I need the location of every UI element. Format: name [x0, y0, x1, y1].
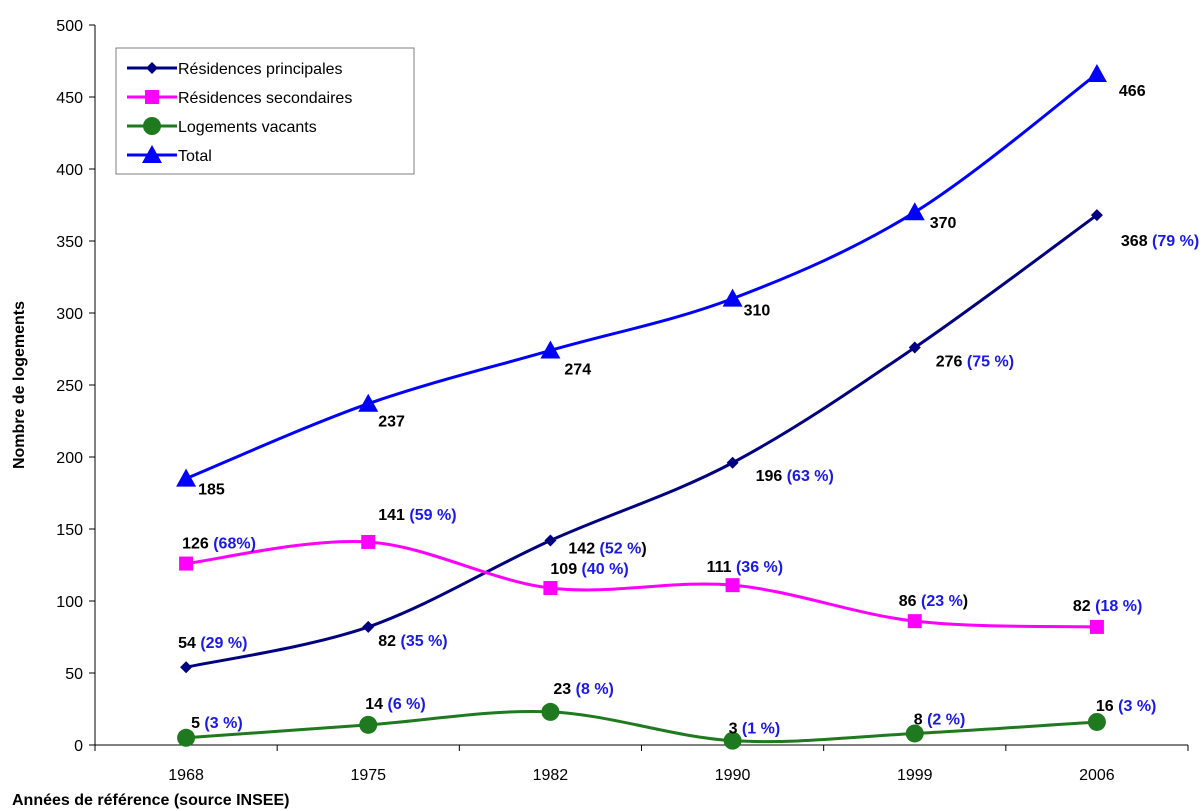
- point-residences-principales: [180, 661, 193, 674]
- point-total: [540, 340, 561, 359]
- y-tick-label: 300: [56, 306, 83, 323]
- point-residences-principales: [726, 456, 739, 469]
- point-logements-vacants: [1087, 712, 1106, 731]
- data-label-residences-principales: 54 (29 %): [178, 635, 247, 652]
- point-residences-principales: [544, 534, 557, 547]
- point-logements-vacants: [905, 724, 924, 743]
- data-label-residences-principales: 368 (79 %): [1121, 233, 1199, 250]
- point-residences-secondaires: [361, 534, 376, 549]
- point-total: [176, 468, 197, 487]
- legend-marker-logements-vacants: [143, 117, 161, 135]
- data-label-total: 310: [744, 303, 771, 320]
- data-label-logements-vacants: 8 (2 %): [914, 711, 966, 728]
- data-label-residences-principales: 196 (63 %): [756, 468, 834, 485]
- data-label-total: 370: [930, 215, 957, 232]
- point-residences-secondaires: [725, 578, 740, 593]
- point-residences-principales: [1090, 209, 1103, 222]
- data-label-total: 466: [1119, 83, 1146, 100]
- data-labels: 54 (29 %) 82 (35 %) 142 (52 %) 196 (63 %) 27…: [178, 83, 1199, 738]
- data-label-residences-secondaires: 141 (59 %): [378, 507, 456, 524]
- series-markers: [176, 63, 1107, 750]
- data-label-residences-principales: 142 (52 %): [568, 541, 646, 558]
- data-label-residences-secondaires: 111 (36 %): [707, 559, 784, 576]
- y-tick-label: 250: [56, 378, 83, 395]
- data-label-logements-vacants: 16 (3 %): [1096, 698, 1156, 715]
- y-tick-label: 150: [56, 522, 83, 539]
- legend-label-residences-principales: Résidences principales: [178, 61, 343, 78]
- x-tick-label: 1982: [533, 767, 569, 784]
- y-tick-label: 450: [56, 90, 83, 107]
- x-tick-label: 1975: [350, 767, 386, 784]
- data-label-logements-vacants: 3 (1 %): [729, 721, 781, 738]
- data-label-total: 185: [198, 482, 225, 499]
- legend-label-residences-secondaires: Résidences secondaires: [178, 90, 352, 107]
- data-label-residences-secondaires: 126 (68%): [182, 536, 256, 553]
- point-total: [904, 202, 925, 221]
- y-tick-label: 400: [56, 162, 83, 179]
- y-tick-label: 50: [65, 666, 83, 683]
- x-tick-label: 2006: [1079, 767, 1115, 784]
- y-tick-label: 0: [74, 738, 83, 755]
- y-axis-title: Nombre de logements: [11, 301, 28, 469]
- legend: Résidences principales Résidences seconda…: [115, 47, 415, 175]
- x-tick-label: 1968: [168, 767, 204, 784]
- point-residences-secondaires: [179, 556, 194, 571]
- point-total: [1086, 63, 1107, 82]
- axes: 0 50 100 150 200 250 300 350 400 450 500 1968 1975 19…: [56, 18, 1189, 784]
- data-label-logements-vacants: 23 (8 %): [553, 681, 613, 698]
- point-residences-secondaires: [1089, 619, 1104, 634]
- y-tick-label: 100: [56, 594, 83, 611]
- point-residences-secondaires: [907, 614, 922, 629]
- point-total: [358, 393, 379, 412]
- y-tick-label: 500: [56, 18, 83, 35]
- point-residences-principales: [908, 341, 921, 354]
- y-tick-label: 200: [56, 450, 83, 467]
- x-tick-label: 1990: [715, 767, 751, 784]
- series-line-total: [185, 72, 1098, 480]
- x-axis-title: Années de référence (source INSEE): [12, 792, 289, 809]
- legend-marker-residences-principales: [146, 62, 158, 74]
- legend-marker-total: [142, 145, 162, 163]
- point-logements-vacants: [177, 728, 196, 747]
- series-line-residences-secondaires: [185, 539, 1097, 629]
- point-logements-vacants: [541, 702, 560, 721]
- point-residences-principales: [362, 620, 375, 633]
- point-total: [722, 288, 743, 307]
- data-label-residences-secondaires: 86 (23 %): [899, 593, 968, 610]
- data-label-residences-secondaires: 109 (40 %): [550, 561, 628, 578]
- series-line-logements-vacants: [185, 710, 1098, 744]
- x-tick-label: 1999: [897, 767, 933, 784]
- data-label-total: 274: [564, 361, 591, 378]
- series-lines: [185, 72, 1098, 744]
- data-label-residences-secondaires: 82 (18 %): [1073, 598, 1142, 615]
- point-residences-secondaires: [543, 581, 558, 596]
- point-logements-vacants: [359, 715, 378, 734]
- y-tick-label: 350: [56, 234, 83, 251]
- point-logements-vacants: [723, 731, 742, 750]
- legend-marker-residences-secondaires: [145, 90, 159, 104]
- data-label-residences-principales: 276 (75 %): [936, 354, 1014, 371]
- series-line-residences-principales: [185, 213, 1098, 669]
- legend-label-total: Total: [178, 148, 212, 165]
- data-label-residences-principales: 82 (35 %): [378, 633, 447, 650]
- data-label-logements-vacants: 14 (6 %): [365, 696, 425, 713]
- legend-label-logements-vacants: Logements vacants: [178, 119, 317, 136]
- data-label-total: 237: [378, 414, 405, 431]
- data-label-logements-vacants: 5 (3 %): [191, 715, 243, 732]
